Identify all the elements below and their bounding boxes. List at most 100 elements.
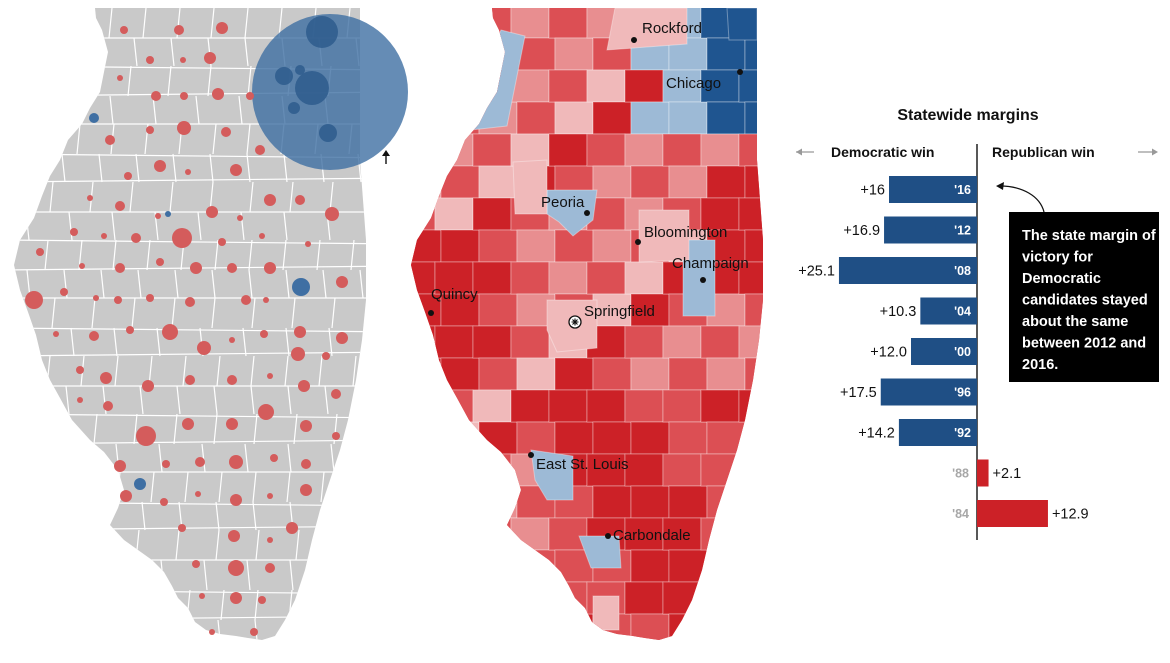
county-bubble: [146, 56, 154, 64]
county-bubble: [229, 337, 235, 343]
county-bubble: [154, 160, 166, 172]
county-cell: [706, 357, 746, 391]
county-cell: [411, 389, 436, 423]
county-bubble: [93, 295, 99, 301]
county-cell: [700, 69, 740, 103]
county-cell: [478, 357, 518, 391]
city-label-peoria: Peoria: [541, 194, 585, 211]
county-cell: [516, 101, 556, 135]
county-cell: [512, 159, 548, 215]
county-cell: [472, 389, 512, 423]
county-cell: [472, 517, 512, 551]
year-label-2: '08: [954, 264, 971, 278]
county-cell: [706, 37, 746, 71]
county-cell: [510, 69, 550, 103]
county-cell: [630, 101, 670, 135]
city-dot: [631, 37, 637, 43]
annotation: The state margin of victory for Democratic…: [996, 182, 1159, 382]
county-bubble: [294, 326, 306, 338]
county-bubble: [319, 124, 337, 142]
county-cell: [434, 133, 474, 167]
county-cell: [516, 229, 556, 263]
county-bubble: [331, 389, 341, 399]
county-cell: [434, 69, 474, 103]
county-bubble: [204, 52, 216, 64]
county-bubble: [227, 263, 237, 273]
county-bubble: [267, 493, 273, 499]
county-cell: [510, 8, 550, 39]
county-cell: [738, 197, 763, 231]
county-cell: [440, 229, 480, 263]
county-cell: [440, 101, 480, 135]
county-cell: [478, 613, 518, 640]
county-cell: [440, 421, 480, 455]
county-cell: [586, 133, 626, 167]
county-bubble: [218, 238, 226, 246]
county-cell: [706, 101, 746, 135]
county-cell: [411, 421, 442, 455]
city-label-champaign: Champaign: [672, 255, 749, 272]
county-bubble: [212, 88, 224, 100]
county-bubble: [182, 418, 194, 430]
county-cell: [516, 549, 556, 583]
county-cell: [411, 517, 436, 551]
county-cell: [706, 165, 746, 199]
year-label-6: '92: [954, 426, 971, 440]
county-bubble: [162, 460, 170, 468]
county-cell: [548, 8, 588, 39]
county-cell: [411, 197, 436, 231]
county-bubble: [115, 201, 125, 211]
county-cell: [472, 581, 512, 615]
county-bubble: [60, 288, 68, 296]
county-cell: [554, 357, 594, 391]
bars: '16 +16 '12 +16.9 '08 +25.1 '04 +10.3 '00 +12.0 '9…: [798, 176, 1089, 527]
county-bubble: [146, 126, 154, 134]
county-cell: [738, 261, 763, 295]
county-cell: [440, 37, 480, 71]
county-bubble: [89, 113, 99, 123]
county-cell: [411, 101, 442, 135]
county-cell: [706, 549, 746, 583]
county-bubble: [53, 331, 59, 337]
bar-3: [920, 297, 977, 325]
county-bubble: [229, 455, 243, 469]
county-bubble: [172, 228, 192, 248]
value-label-8: +12.9: [1052, 507, 1089, 523]
county-bubble: [336, 332, 348, 344]
county-cell: [700, 581, 740, 615]
county-cell: [411, 165, 442, 199]
bar-6: [898, 419, 977, 446]
county-bubble: [185, 297, 195, 307]
county-bubble: [156, 258, 164, 266]
county-cell: [548, 581, 588, 615]
year-label-5: '96: [954, 386, 971, 400]
county-bubble: [155, 213, 161, 219]
bar-4: [911, 338, 977, 365]
county-cell: [472, 453, 512, 487]
right-header: Republican win: [992, 144, 1158, 160]
county-cell: [700, 389, 740, 423]
county-cell: [586, 69, 626, 103]
county-cell: [554, 37, 594, 71]
county-bubble: [286, 522, 298, 534]
county-cell: [510, 581, 550, 615]
county-cell: [411, 453, 436, 487]
city-dot: [605, 533, 611, 539]
county-cell: [744, 37, 763, 71]
county-bubble: [260, 330, 268, 338]
county-cell: [586, 261, 626, 295]
county-bubble: [105, 135, 115, 145]
county-cell: [630, 485, 670, 519]
county-bubble: [192, 560, 200, 568]
county-cell: [706, 485, 746, 519]
county-bubble: [131, 233, 141, 243]
county-cell: [662, 133, 702, 167]
county-cell: [662, 325, 702, 359]
county-cell: [744, 101, 763, 135]
county-bubble: [325, 207, 339, 221]
county-bubble: [291, 347, 305, 361]
county-bubble: [126, 326, 134, 334]
county-cell: [411, 8, 436, 39]
margin-map: Rockford Chicago Peoria Bloomington Champaig…: [411, 8, 763, 640]
